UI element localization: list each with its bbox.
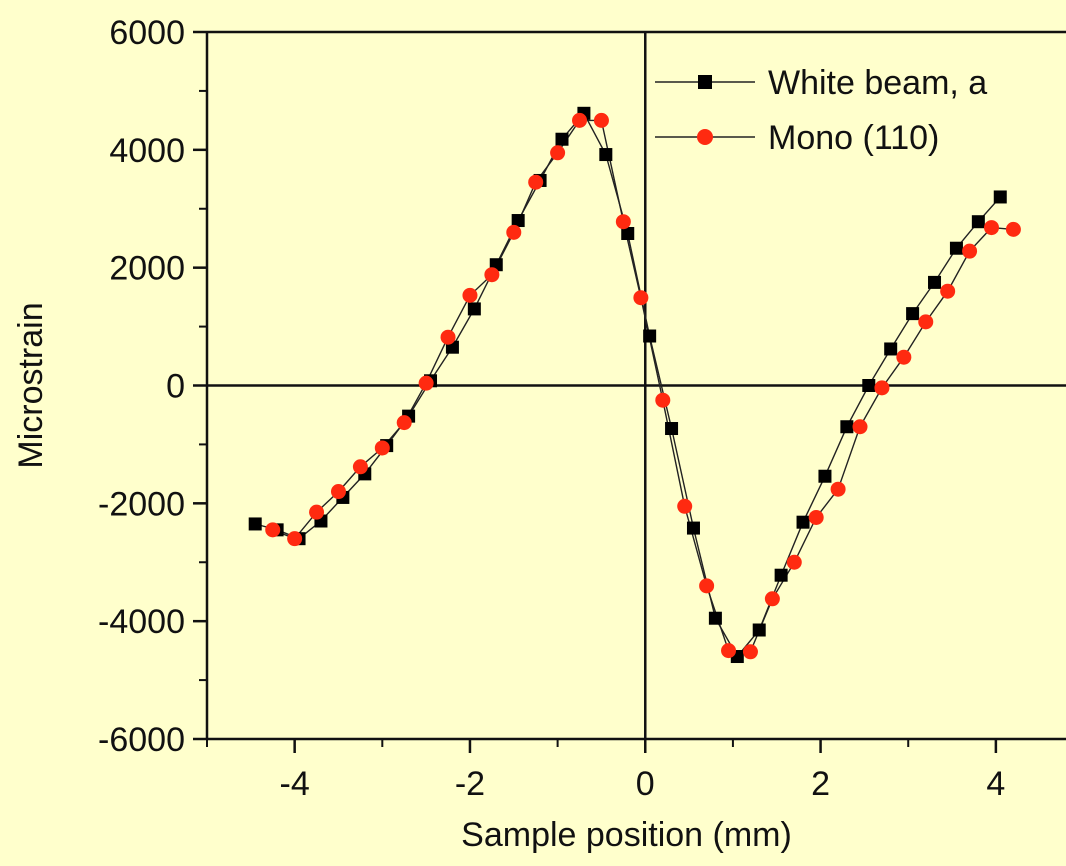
- mono-point: [918, 314, 934, 330]
- x-tick-label: -4: [280, 765, 310, 803]
- mono-point: [462, 287, 478, 303]
- mono-point: [572, 112, 588, 128]
- x-tick-label: 2: [811, 765, 830, 803]
- white-beam-point: [599, 148, 613, 162]
- mono-point: [615, 214, 631, 230]
- axis-tick-labels: -6000 -4000 -2000 0 2000 4000 6000 -4 -2 0 2 4: [98, 14, 1005, 803]
- white-beam-point: [511, 214, 525, 228]
- axis-ticks: [193, 30, 998, 753]
- mono-point: [940, 283, 956, 299]
- mono-point: [677, 498, 693, 514]
- white-beam-point: [467, 302, 481, 316]
- mono-point: [808, 509, 824, 525]
- white-beam-point: [906, 307, 920, 321]
- y-tick-label: 4000: [109, 132, 185, 170]
- x-tick-label: 0: [636, 765, 655, 803]
- mono-point: [550, 145, 566, 161]
- y-axis-title: Microstrain: [12, 302, 50, 468]
- mono-point: [506, 224, 522, 240]
- white-beam-point: [840, 420, 854, 434]
- mono-point: [852, 419, 868, 435]
- mono-point: [764, 591, 780, 607]
- mono-point: [352, 459, 368, 475]
- zero-reference-lines: [207, 32, 1066, 739]
- mono-point: [440, 329, 456, 345]
- white-beam-point: [949, 241, 963, 255]
- white-beam-point: [884, 342, 898, 356]
- y-tick-label: -4000: [98, 603, 185, 641]
- mono-point: [874, 380, 890, 396]
- legend-mono-marker: [697, 129, 713, 145]
- y-tick-label: 0: [166, 368, 185, 406]
- white-beam-point: [774, 568, 788, 582]
- white-beam-point: [928, 275, 942, 289]
- white-beam-point: [555, 132, 569, 146]
- mono-point: [983, 220, 999, 236]
- white-beam-point: [971, 215, 985, 229]
- mono-point: [896, 349, 912, 365]
- mono-point: [633, 290, 649, 306]
- mono-point: [374, 440, 390, 456]
- white-beam-point: [993, 190, 1007, 204]
- legend-mono-label: Mono (110): [768, 119, 939, 157]
- mono-point: [593, 112, 609, 128]
- white-beam-point: [686, 521, 700, 535]
- mono-point: [962, 243, 978, 259]
- legend-white-beam-label: White beam, a: [768, 64, 987, 102]
- mono-point: [830, 481, 846, 497]
- white-beam-point: [818, 469, 832, 483]
- series-markers: [248, 106, 1021, 664]
- white-beam-point: [796, 515, 810, 529]
- legend-white-beam-marker: [698, 75, 712, 89]
- mono-point: [265, 522, 281, 538]
- x-tick-label: -2: [455, 765, 485, 803]
- mono-point: [418, 375, 434, 391]
- mono-point: [655, 392, 671, 408]
- y-tick-label: -6000: [98, 721, 185, 759]
- y-tick-label: 6000: [109, 14, 185, 52]
- mono-point: [786, 554, 802, 570]
- white-beam-point: [665, 422, 679, 436]
- mono-point: [742, 644, 758, 660]
- y-tick-label: -2000: [98, 485, 185, 523]
- mono-point: [396, 415, 412, 431]
- white-beam-point: [862, 379, 876, 392]
- white-beam-point: [643, 329, 657, 343]
- y-tick-label: 2000: [109, 250, 185, 288]
- legend-item-white-beam: White beam, a: [655, 64, 987, 102]
- white-beam-point: [708, 611, 722, 625]
- mono-point: [1005, 221, 1021, 237]
- x-tick-label: 4: [986, 765, 1005, 803]
- mono-point: [484, 267, 500, 283]
- mono-point: [287, 531, 303, 547]
- x-axis-title: Sample position (mm): [461, 816, 792, 854]
- white-beam-point: [752, 623, 766, 637]
- white-beam-point: [248, 517, 262, 531]
- legend-item-mono: Mono (110): [655, 119, 939, 157]
- mono-point: [721, 643, 737, 659]
- mono-point: [330, 484, 346, 500]
- legend: White beam, a Mono (110): [655, 64, 987, 157]
- mono-point: [309, 504, 325, 520]
- mono-point: [699, 578, 715, 594]
- white-beam-point: [621, 226, 635, 240]
- mono-point: [528, 174, 544, 190]
